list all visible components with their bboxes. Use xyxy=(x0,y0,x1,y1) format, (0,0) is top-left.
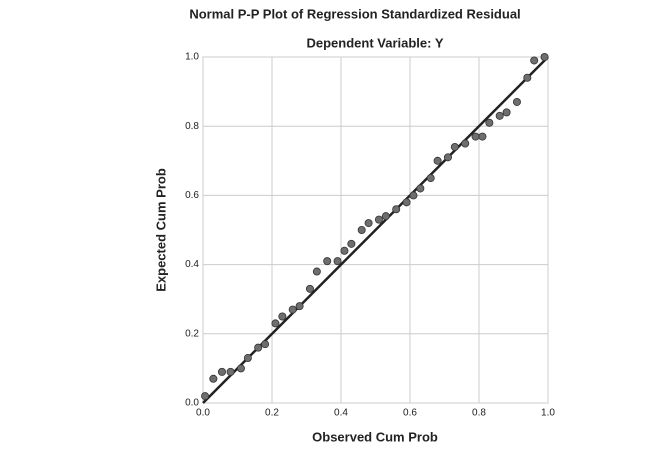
point xyxy=(255,344,262,351)
point xyxy=(358,226,365,233)
point xyxy=(462,140,469,147)
x-axis-label: Observed Cum Prob xyxy=(312,429,438,444)
point xyxy=(262,341,269,348)
point xyxy=(531,57,538,64)
y-tick-label: 1.0 xyxy=(185,52,199,63)
point xyxy=(218,368,225,375)
y-tick-label: 0.0 xyxy=(185,398,199,409)
point xyxy=(365,219,372,226)
point xyxy=(496,112,503,119)
point xyxy=(524,74,531,81)
point xyxy=(341,247,348,254)
chart: Normal P-P Plot of Regression Standardiz… xyxy=(0,0,648,448)
point xyxy=(427,175,434,182)
point xyxy=(444,154,451,161)
point xyxy=(306,285,313,292)
point xyxy=(486,119,493,126)
point xyxy=(417,185,424,192)
point xyxy=(313,268,320,275)
y-tick-label: 0.8 xyxy=(185,121,199,132)
point xyxy=(296,303,303,310)
y-axis-label: Expected Cum Prob xyxy=(153,168,168,292)
point xyxy=(334,258,341,265)
point xyxy=(451,143,458,150)
x-tick-label: 0.4 xyxy=(334,408,348,419)
x-tick-label: 0.8 xyxy=(472,408,486,419)
point xyxy=(382,213,389,220)
chart-subtitle: Dependent Variable: Y xyxy=(306,35,443,50)
page: {"chart_data": { "type": "scatter", "tit… xyxy=(0,0,648,448)
point xyxy=(479,133,486,140)
reference-line xyxy=(203,57,548,403)
point xyxy=(237,365,244,372)
point xyxy=(289,306,296,313)
point xyxy=(244,354,251,361)
point xyxy=(503,109,510,116)
x-tick-label: 0.0 xyxy=(196,408,210,419)
point xyxy=(472,133,479,140)
point xyxy=(541,53,548,60)
x-tick-label: 0.6 xyxy=(403,408,417,419)
point xyxy=(393,206,400,213)
point xyxy=(210,375,217,382)
point xyxy=(279,313,286,320)
y-tick-label: 0.6 xyxy=(185,190,199,201)
point xyxy=(410,192,417,199)
point xyxy=(272,320,279,327)
point xyxy=(201,392,208,399)
x-tick-label: 1.0 xyxy=(541,408,555,419)
y-tick-label: 0.4 xyxy=(185,259,199,270)
chart-title: Normal P-P Plot of Regression Standardiz… xyxy=(189,6,520,21)
point xyxy=(513,98,520,105)
y-tick-label: 0.2 xyxy=(185,328,199,339)
point xyxy=(434,157,441,164)
point xyxy=(324,258,331,265)
point xyxy=(375,216,382,223)
x-tick-label: 0.2 xyxy=(265,408,279,419)
point xyxy=(227,368,234,375)
point xyxy=(348,240,355,247)
point xyxy=(403,199,410,206)
